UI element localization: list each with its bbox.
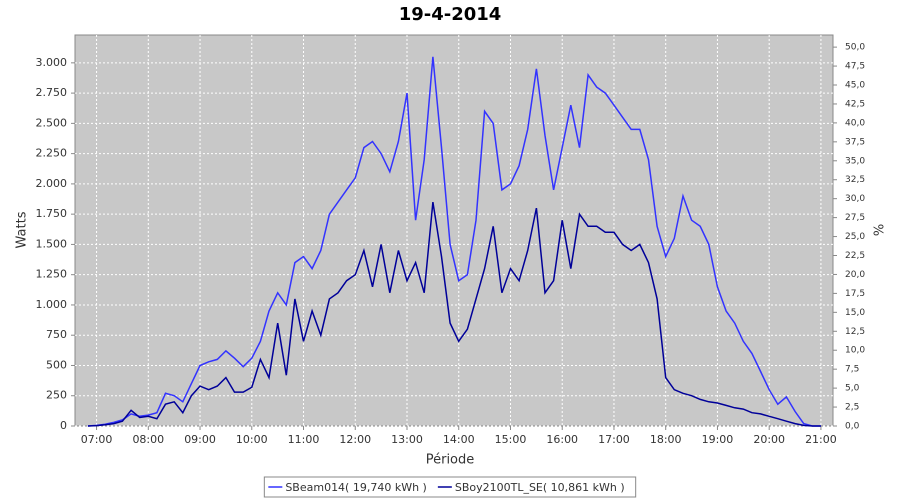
series-line [87,56,821,427]
x-tick-label: 21:00 [805,433,837,446]
y2-tick-label: 25,0 [845,232,865,242]
y2-tick-label: 40,0 [845,118,865,128]
y2-tick-label: 22,5 [845,251,865,261]
y2-tick-label: 7,5 [845,365,859,375]
x-tick-label: 19:00 [702,433,734,446]
x-tick-label: 09:00 [184,433,216,446]
x-tick-label: 20:00 [753,433,785,446]
legend-label: SBeam014( 19,740 kWh ) [285,481,427,494]
y2-tick-label: 27,5 [845,213,865,223]
x-tick-label: 14:00 [443,433,475,446]
y-tick-label: 0 [60,419,67,432]
y2-axis-label: % [873,224,888,236]
y-tick-label: 1.250 [36,268,68,281]
y2-tick-label: 17,5 [845,289,865,299]
x-tick-label: 12:00 [339,433,371,446]
y-axis-label: Watts [15,211,30,248]
y2-tick-label: 35,0 [845,156,865,166]
legend-label: SBoy2100TL_SE( 10,861 kWh ) [455,481,625,494]
y2-tick-label: 47,5 [845,62,865,72]
y-tick-label: 3.000 [36,56,68,69]
y-tick-label: 1.000 [36,298,68,311]
x-tick-label: 13:00 [391,433,423,446]
y-tick-label: 2.250 [36,147,68,160]
chart-title: 19-4-2014 [399,4,502,25]
y-tick-label: 2.500 [36,116,68,129]
series-line [87,201,821,427]
x-tick-label: 11:00 [288,433,320,446]
y2-tick-label: 42,5 [845,99,865,109]
plot-area [74,34,834,427]
y2-tick-label: 15,0 [845,308,865,318]
x-tick-label: 15:00 [495,433,527,446]
y2-tick-label: 2,5 [845,403,859,413]
y-tick-label: 2.750 [36,86,68,99]
x-tick-label: 18:00 [650,433,682,446]
y-tick-label: 250 [46,389,67,402]
y2-tick-label: 20,0 [845,270,865,280]
x-tick-label: 10:00 [236,433,268,446]
x-tick-label: 08:00 [132,433,164,446]
y-tick-label: 500 [46,358,67,371]
y2-tick-label: 10,0 [845,346,865,356]
y2-tick-label: 5,0 [845,384,860,394]
y2-tick-label: 45,0 [845,81,865,91]
x-tick-label: 16:00 [546,433,578,446]
y2-tick-label: 50,0 [845,43,865,53]
legend: SBeam014( 19,740 kWh ) SBoy2100TL_SE( 10,… [263,476,637,498]
y2-tick-label: 30,0 [845,194,865,204]
x-tick-label: 17:00 [598,433,630,446]
y2-tick-label: 0,0 [845,422,860,432]
x-axis-label: Période [426,453,475,468]
y2-tick-label: 32,5 [845,175,865,185]
x-tick-label: 07:00 [81,433,113,446]
y-tick-label: 750 [46,328,67,341]
y2-tick-label: 37,5 [845,137,865,147]
y-tick-label: 1.750 [36,207,68,220]
y-tick-label: 1.500 [36,237,68,250]
y2-tick-label: 12,5 [845,327,865,337]
y-tick-label: 2.000 [36,177,68,190]
